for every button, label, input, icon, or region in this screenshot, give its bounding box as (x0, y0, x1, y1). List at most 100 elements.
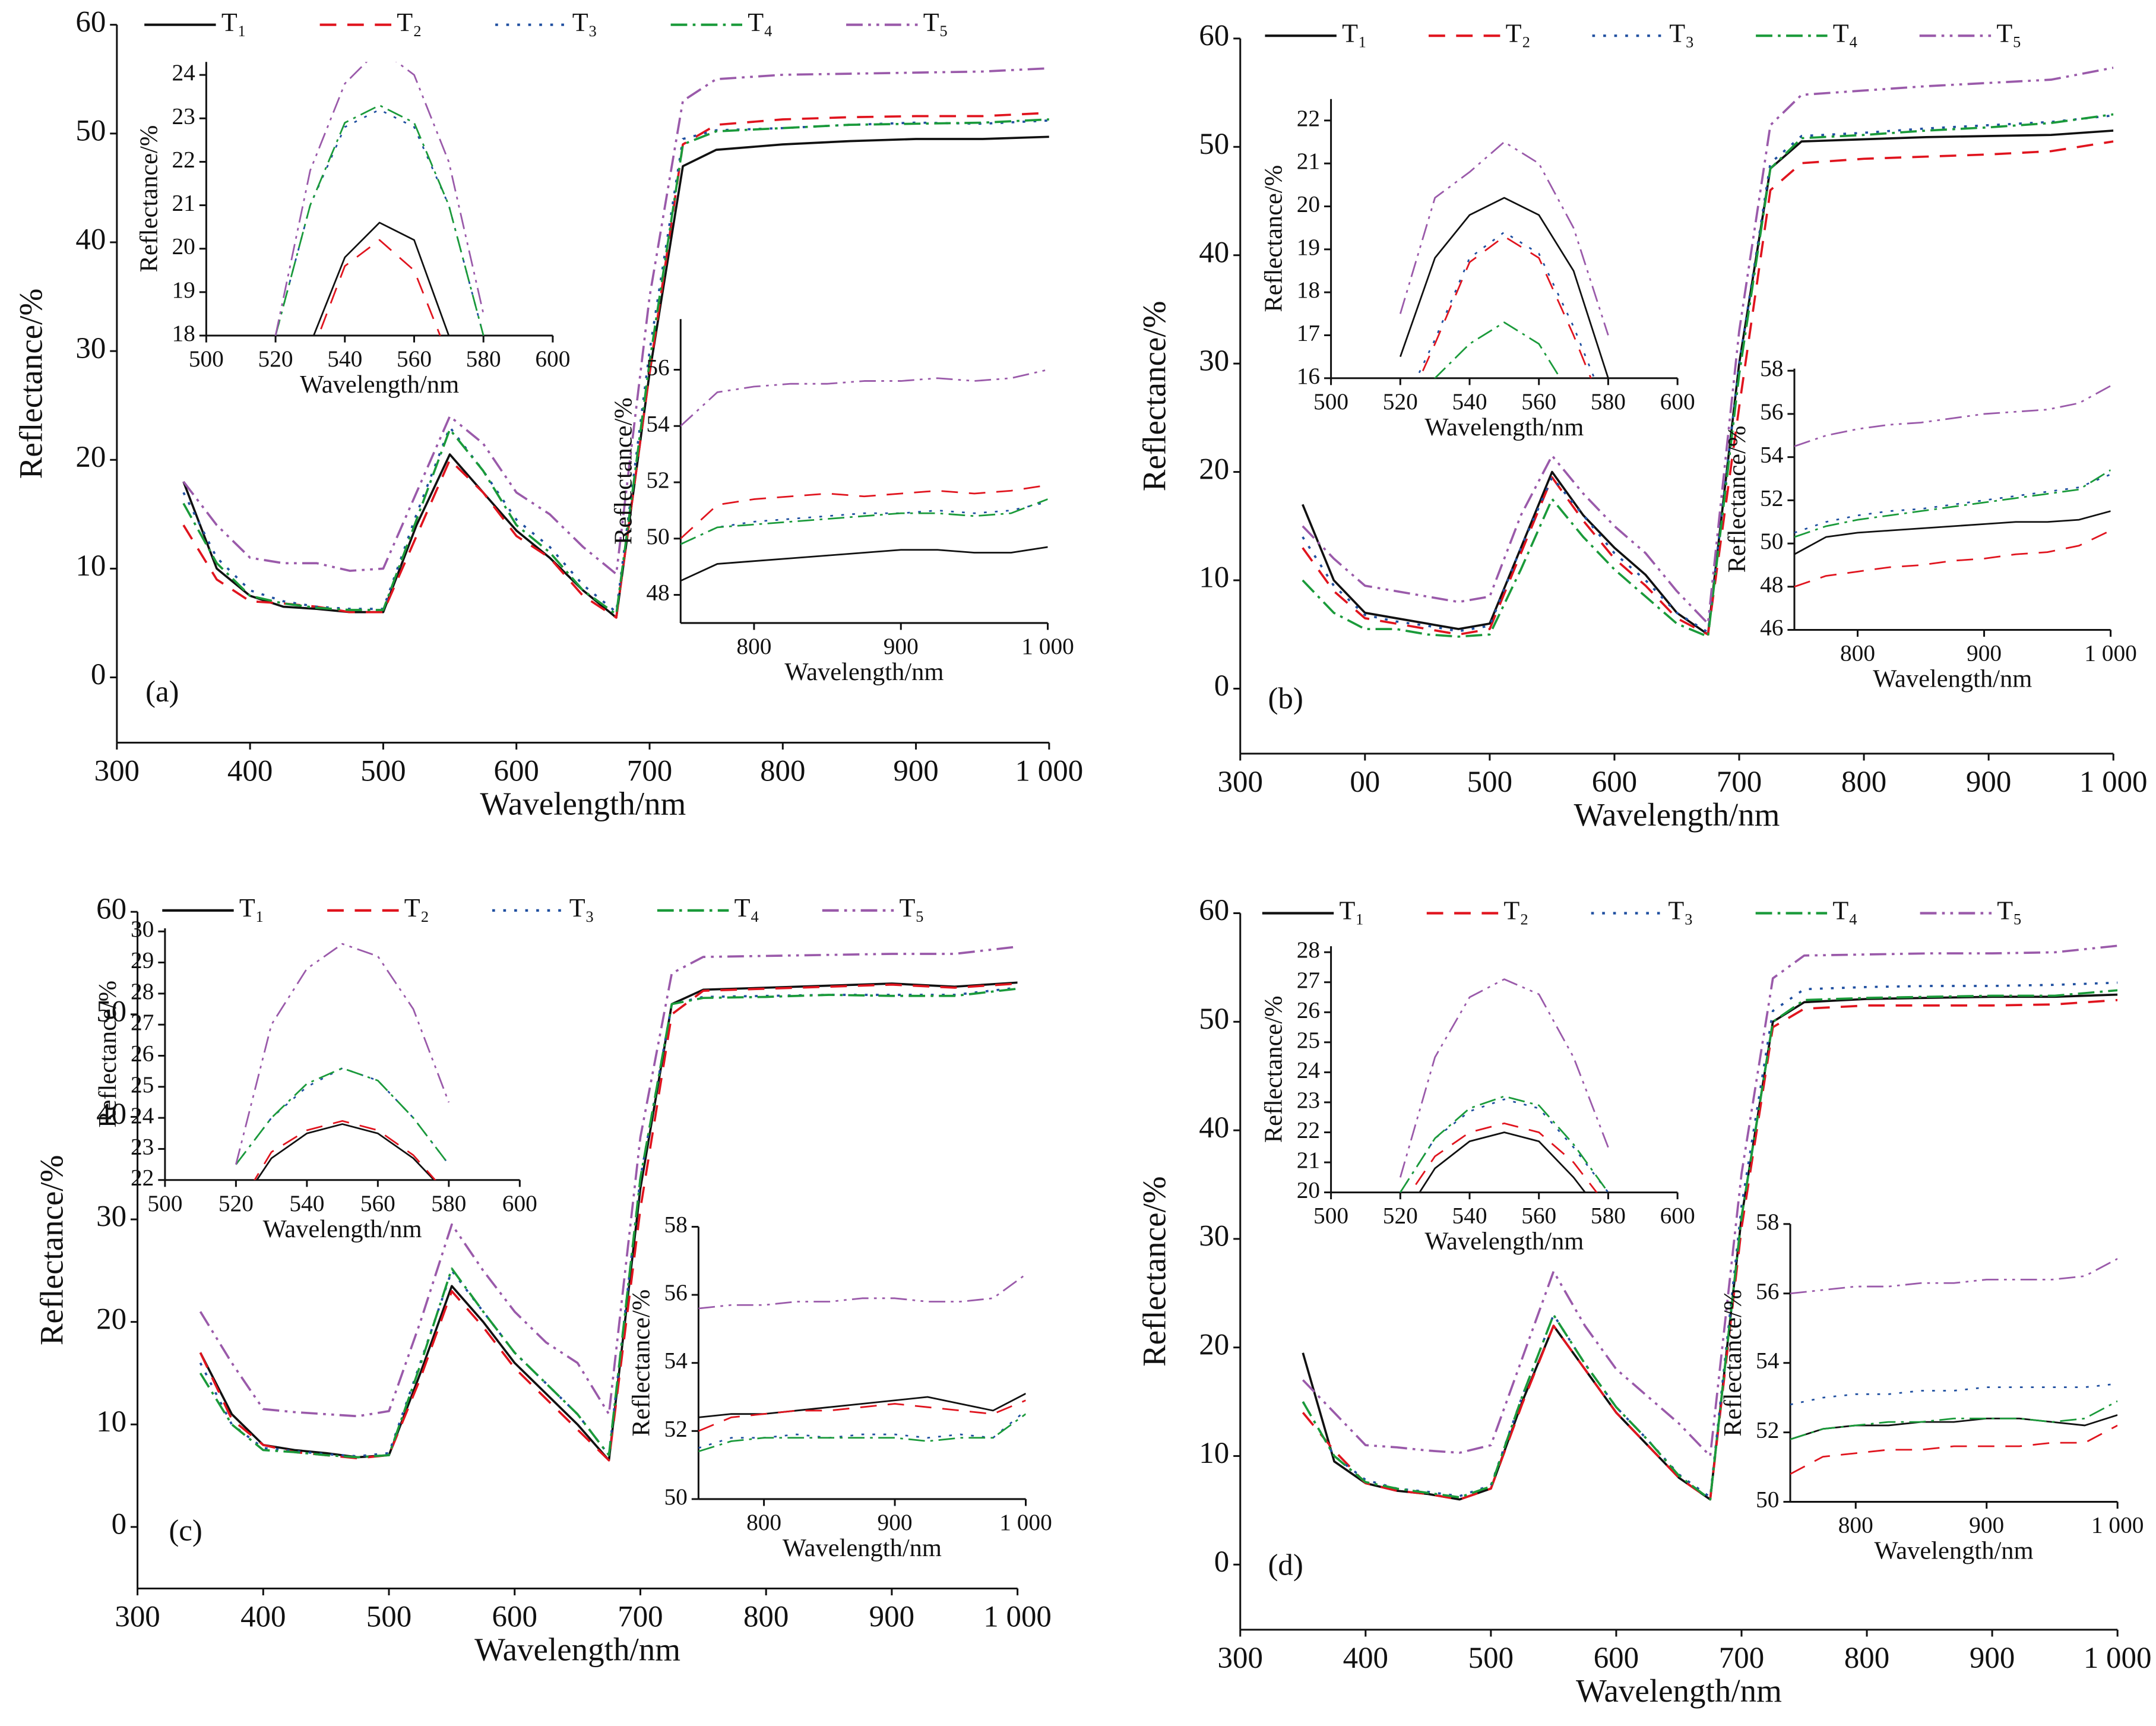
x-tick-label: 00 (1350, 766, 1380, 799)
y-tick-label: 27 (1297, 967, 1320, 993)
x-tick-label: 540 (289, 1190, 324, 1216)
y-tick-label: 21 (1297, 1147, 1320, 1173)
y-tick-label: 24 (131, 1102, 154, 1128)
y-tick-label: 10 (96, 1405, 126, 1439)
x-tick-label: 900 (869, 1600, 914, 1633)
y-axis-label: Reflectance/% (1260, 165, 1288, 312)
x-tick-label: 1 000 (2084, 640, 2137, 666)
y-tick-label: 22 (1297, 105, 1320, 131)
y-tick-label: 10 (1199, 561, 1229, 595)
y-tick-label: 56 (1756, 1278, 1779, 1304)
x-tick-label: 520 (258, 346, 293, 372)
series-line (680, 546, 1048, 582)
panel-label: (a) (145, 675, 179, 709)
series-line (255, 1123, 435, 1180)
x-tick-label: 1 000 (983, 1600, 1052, 1633)
x-tick-label: 600 (494, 754, 539, 788)
series-line (1302, 67, 2114, 625)
y-tick-label: 60 (1199, 20, 1229, 53)
x-tick-label: 600 (502, 1190, 537, 1216)
y-tick-label: 30 (1199, 344, 1229, 378)
x-tick-label: 900 (1966, 766, 2011, 799)
series-line (1790, 1414, 2118, 1440)
y-tick-label: 16 (1297, 363, 1320, 389)
x-tick-label: 800 (1844, 1642, 1889, 1675)
x-tick-label: 800 (736, 633, 771, 659)
x-tick-label: 800 (1841, 766, 1886, 799)
x-axis-label: Wavelength/nm (263, 1215, 422, 1243)
series-line (312, 222, 450, 336)
legend-label: T₃ (572, 8, 597, 37)
legend-label: T₂ (1503, 896, 1528, 925)
y-axis-label: Reflectance/% (1260, 995, 1288, 1143)
series-line (1419, 235, 1592, 378)
x-axis-label: Wavelength/nm (1875, 1537, 2034, 1565)
y-tick-label: 26 (131, 1041, 154, 1067)
y-tick-label: 23 (131, 1133, 154, 1159)
series-line (680, 369, 1048, 427)
y-tick-label: 50 (96, 995, 126, 1029)
series-line (274, 104, 485, 336)
x-tick-label: 540 (327, 346, 362, 372)
y-tick-label: 50 (75, 115, 106, 148)
y-tick-label: 48 (646, 580, 669, 606)
x-tick-label: 580 (466, 346, 501, 372)
y-tick-label: 25 (1297, 1027, 1320, 1053)
legend-label: T₃ (1669, 18, 1694, 48)
series-line (317, 239, 441, 336)
y-tick-label: 10 (1199, 1437, 1229, 1470)
x-tick-label: 700 (627, 754, 672, 788)
x-tick-label: 900 (893, 754, 938, 788)
series-line (199, 987, 1018, 1458)
x-axis-label: Wavelength/nm (784, 658, 944, 686)
x-tick-label: 400 (227, 754, 273, 788)
x-tick-label: 800 (1840, 640, 1875, 666)
y-tick-label: 0 (91, 658, 106, 691)
series-line (1399, 141, 1609, 336)
x-tick-label: 1 000 (2091, 1512, 2144, 1538)
x-tick-label: 900 (1970, 1642, 2015, 1675)
y-tick-label: 50 (664, 1484, 687, 1510)
y-tick-label: 46 (1760, 615, 1783, 641)
x-tick-label: 500 (1313, 1203, 1348, 1229)
x-tick-label: 800 (760, 754, 805, 788)
series-line (698, 1273, 1026, 1310)
y-tick-label: 50 (1199, 128, 1229, 161)
x-tick-label: 1 000 (2084, 1642, 2152, 1675)
y-tick-label: 50 (646, 523, 669, 549)
y-axis-label: Reflectance/% (135, 125, 163, 273)
x-tick-label: 500 (1313, 388, 1348, 415)
series-line (680, 484, 1048, 539)
legend-label: T₅ (1997, 896, 2022, 925)
legend-label: T₁ (1342, 18, 1367, 48)
legend-label: T₄ (735, 893, 759, 922)
x-tick-label: 900 (1967, 640, 2002, 666)
x-tick-label: 580 (1591, 388, 1626, 415)
y-tick-label: 25 (131, 1071, 154, 1098)
y-tick-label: 30 (131, 916, 154, 942)
x-tick-label: 560 (1521, 388, 1556, 415)
series-line (680, 498, 1048, 545)
legend-label: T₅ (899, 893, 924, 922)
x-tick-label: 700 (1717, 766, 1762, 799)
series-line (182, 118, 1049, 616)
y-tick-label: 30 (75, 332, 106, 365)
x-axis-label: Wavelength/nm (474, 1631, 680, 1667)
y-tick-label: 40 (1199, 236, 1229, 269)
series-line (1302, 998, 2118, 1501)
series-line (1400, 1095, 1609, 1193)
y-tick-label: 26 (1297, 997, 1320, 1023)
x-tick-label: 800 (746, 1509, 781, 1535)
series-line (274, 62, 485, 336)
series-line (1399, 978, 1609, 1178)
y-tick-label: 60 (1199, 894, 1229, 927)
legend-label: T₂ (404, 893, 429, 922)
y-tick-label: 50 (1756, 1487, 1779, 1513)
x-tick-label: 600 (1594, 1642, 1639, 1675)
y-tick-label: 22 (131, 1165, 154, 1191)
x-tick-label: 400 (240, 1600, 286, 1633)
y-tick-label: 22 (172, 146, 195, 172)
series-line (235, 943, 450, 1165)
x-tick-label: 1 000 (999, 1509, 1052, 1535)
x-tick-label: 580 (1591, 1203, 1626, 1229)
